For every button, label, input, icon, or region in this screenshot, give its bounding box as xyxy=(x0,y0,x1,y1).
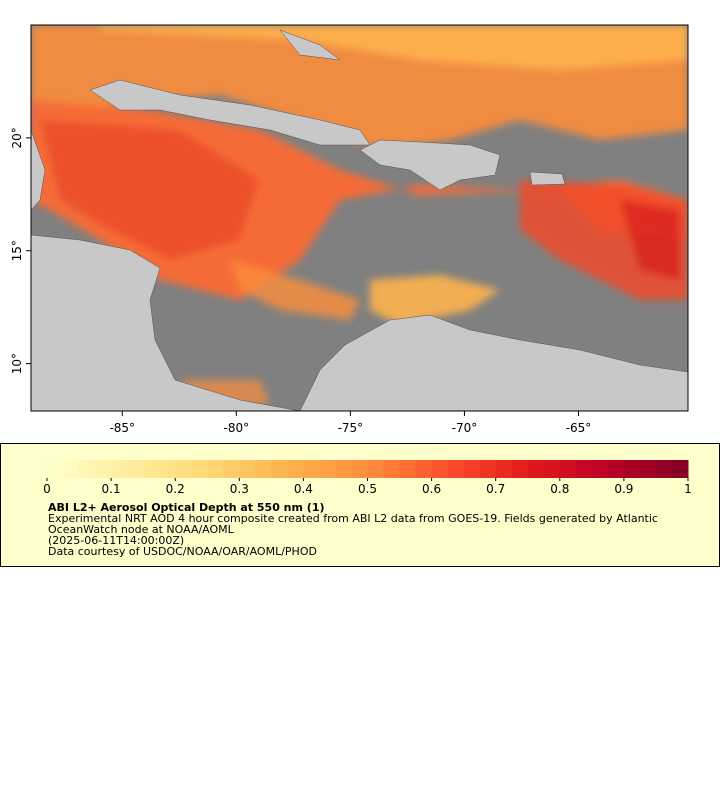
colorbar-step xyxy=(623,460,641,478)
land xyxy=(31,29,688,411)
colorbar-step xyxy=(415,460,433,478)
colorbar-step xyxy=(95,460,112,478)
colorbar-tick-label: 0 xyxy=(43,482,51,496)
colorbar-step xyxy=(223,460,240,478)
colorbar-tick-label: 0.6 xyxy=(422,482,441,496)
colorbar-step xyxy=(239,460,256,478)
y-tick-label: 20° xyxy=(10,127,24,148)
colorbar-tick-label: 0.3 xyxy=(230,482,249,496)
colorbar-step xyxy=(495,460,513,478)
map-frame xyxy=(30,24,689,412)
colorbar-step xyxy=(159,460,176,478)
colorbar-step xyxy=(639,460,657,478)
colorbar-step xyxy=(431,460,449,478)
map xyxy=(31,25,688,411)
colorbar-step xyxy=(655,460,673,478)
y-tick-label: 10° xyxy=(10,353,24,374)
legend-line: OceanWatch node at NOAA/AOML xyxy=(48,523,235,536)
colorbar-step xyxy=(367,460,385,478)
colorbar-step xyxy=(47,460,64,478)
x-tick-label: -85° xyxy=(109,421,135,435)
legend-line: Data courtesy of USDOC/NOAA/OAR/AOML/PHO… xyxy=(48,545,317,558)
colorbar-step xyxy=(63,460,80,478)
colorbar-step xyxy=(111,460,128,478)
colorbar-step xyxy=(287,460,304,478)
colorbar-step xyxy=(671,460,689,478)
colorbar-tick-label: 0.1 xyxy=(102,482,121,496)
colorbar-step xyxy=(479,460,497,478)
colorbar-step xyxy=(255,460,272,478)
legend-line: Experimental NRT AOD 4 hour composite cr… xyxy=(48,512,658,525)
x-tick-label: -75° xyxy=(338,421,364,435)
colorbar-tick-label: 0.9 xyxy=(614,482,633,496)
colorbar-step xyxy=(303,460,320,478)
colorbar-tick-label: 0.2 xyxy=(166,482,185,496)
puerto-rico xyxy=(529,171,566,186)
y-tick-label: 15° xyxy=(10,240,24,261)
axes: -85° -80° -75° -70° -65° 10° 15° 20° xyxy=(10,127,591,435)
colorbar-step xyxy=(319,460,336,478)
colorbar-step xyxy=(511,460,529,478)
colorbar-step xyxy=(191,460,208,478)
legend-title: ABI L2+ Aerosol Optical Depth at 550 nm … xyxy=(48,501,325,514)
central-america xyxy=(31,234,301,411)
colorbar-tick-label: 0.4 xyxy=(294,482,313,496)
colorbar-step xyxy=(271,460,288,478)
colorbar-step xyxy=(127,460,144,478)
colorbar-step xyxy=(143,460,160,478)
yucatan xyxy=(31,129,46,211)
x-tick-label: -65° xyxy=(566,421,592,435)
colorbar: 0 0.1 0.2 0.3 0.4 0.5 0.6 0.7 0.8 0.9 1 xyxy=(43,460,692,496)
colorbar-step xyxy=(335,460,352,478)
colorbar-tick-label: 1 xyxy=(684,482,692,496)
colorbar-step xyxy=(607,460,625,478)
colorbar-step xyxy=(559,460,577,478)
colorbar-step xyxy=(591,460,609,478)
legend-line: (2025-06-11T14:00:00Z) xyxy=(48,534,184,547)
colorbar-step xyxy=(207,460,224,478)
colorbar-step xyxy=(383,460,401,478)
colorbar-step xyxy=(575,460,593,478)
hispaniola xyxy=(359,139,501,191)
colorbar-step xyxy=(463,460,481,478)
colorbar-step xyxy=(351,460,368,478)
x-tick-label: -70° xyxy=(452,421,478,435)
colorbar-step xyxy=(79,460,96,478)
south-america xyxy=(299,314,688,411)
x-tick-label: -80° xyxy=(224,421,250,435)
colorbar-step xyxy=(399,460,417,478)
bahamas xyxy=(279,29,341,61)
colorbar-step xyxy=(527,460,545,478)
colorbar-tick-label: 0.7 xyxy=(486,482,505,496)
colorbar-step xyxy=(543,460,561,478)
colorbar-tick-label: 0.5 xyxy=(358,482,377,496)
colorbar-step xyxy=(175,460,192,478)
colorbar-step xyxy=(447,460,465,478)
colorbar-tick-label: 0.8 xyxy=(550,482,569,496)
